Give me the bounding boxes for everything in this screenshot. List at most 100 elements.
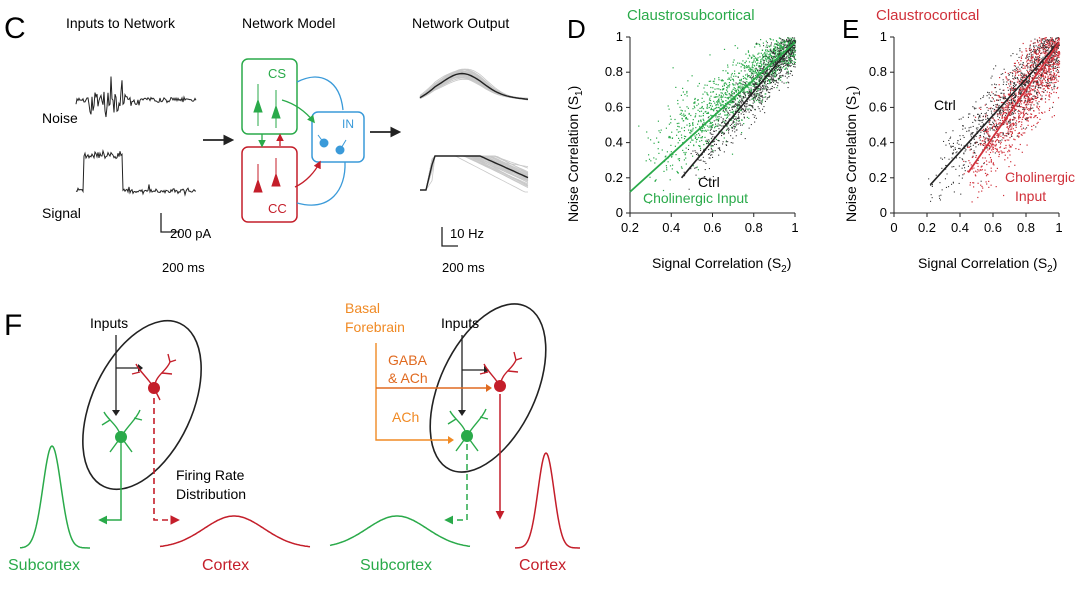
scatter-point — [1006, 105, 1008, 107]
scatter-point — [672, 153, 674, 156]
scatter-point — [772, 70, 774, 72]
scatter-point — [780, 64, 782, 66]
scatter-point — [684, 114, 686, 116]
scatter-point — [1056, 63, 1058, 65]
scatter-point — [988, 92, 990, 94]
scatter-point — [1018, 96, 1020, 98]
scatter-point — [1027, 124, 1029, 126]
scatter-point — [990, 161, 992, 163]
scatter-point — [674, 118, 676, 121]
scatter-point — [756, 93, 758, 95]
scatter-point — [738, 119, 740, 122]
scatter-point — [776, 69, 778, 71]
scatter-point — [989, 127, 991, 129]
scatter-point — [1024, 95, 1026, 97]
scatter-point — [756, 94, 758, 96]
scatter-point — [1015, 126, 1017, 128]
scatter-point — [977, 113, 979, 115]
scatter-point — [1040, 76, 1042, 78]
scatter-point — [985, 160, 988, 162]
scatter-point — [715, 123, 717, 125]
scatter-point — [779, 56, 781, 58]
scatter-point — [1024, 85, 1026, 87]
scatter-point — [1007, 130, 1009, 132]
panel-e-treat-label-1: Cholinergic — [1005, 169, 1075, 185]
scatter-point — [696, 166, 698, 168]
scatter-point — [748, 108, 750, 110]
scatter-point — [978, 123, 980, 125]
pa-scale-label: 200 pA — [170, 226, 212, 241]
scatter-point — [1056, 79, 1058, 81]
scatter-point — [688, 188, 690, 190]
scatter-point — [974, 174, 976, 176]
scatter-point — [1012, 97, 1014, 99]
scatter-point — [1058, 51, 1060, 53]
scatter-point — [700, 119, 702, 121]
scatter-point — [1057, 40, 1059, 42]
scatter-point — [699, 159, 701, 161]
gaba-terminal — [486, 384, 492, 392]
scatter-point — [788, 63, 790, 65]
scatter-point — [1048, 94, 1050, 96]
scatter-point — [769, 51, 771, 53]
scatter-point — [1059, 53, 1061, 55]
scatter-point — [712, 151, 714, 153]
scatter-point — [686, 118, 688, 120]
scatter-point — [734, 99, 736, 101]
scatter-point — [1032, 89, 1034, 91]
scatter-point — [1042, 74, 1044, 76]
scatter-point — [732, 106, 734, 108]
scatter-point — [982, 115, 984, 117]
scatter-point — [756, 42, 758, 44]
scatter-point — [647, 137, 649, 139]
scatter-point — [734, 118, 736, 120]
panel-f-letter: F — [4, 309, 22, 342]
scatter-point — [765, 49, 767, 51]
scatter-point — [747, 57, 749, 59]
scatter-point — [1042, 48, 1044, 50]
scatter-point — [772, 78, 774, 80]
scatter-point — [997, 135, 999, 137]
scatter-point — [701, 136, 703, 138]
scatter-point — [968, 127, 970, 129]
scatter-point — [980, 131, 982, 133]
scatter-point — [721, 121, 723, 123]
scatter-point — [772, 51, 774, 53]
scatter-point — [1009, 126, 1011, 128]
scatter-point — [757, 62, 759, 64]
scatter-point — [1051, 37, 1053, 39]
scatter-point — [1032, 101, 1034, 103]
scatter-point — [740, 83, 742, 85]
scatter-point — [788, 82, 790, 84]
scatter-point — [749, 92, 751, 94]
scatter-point — [770, 38, 772, 41]
scatter-point — [688, 113, 690, 115]
scatter-point — [1015, 109, 1017, 111]
scatter-point — [973, 137, 975, 139]
scatter-point — [1016, 135, 1018, 137]
scatter-point — [694, 115, 697, 117]
scatter-point — [763, 106, 765, 108]
scatter-point — [729, 96, 731, 98]
scatter-point — [1039, 65, 1041, 67]
scatter-point — [762, 88, 764, 90]
scatter-point — [725, 108, 727, 110]
scatter-point — [1057, 86, 1059, 89]
scatter-point — [758, 108, 760, 110]
scatter-point — [1020, 79, 1022, 81]
scatter-point — [765, 55, 767, 57]
scatter-point — [1036, 56, 1038, 58]
scatter-point — [1051, 39, 1053, 41]
scatter-point — [754, 95, 756, 97]
scatter-point — [997, 107, 999, 109]
scatter-point — [722, 110, 724, 112]
scatter-point — [1014, 85, 1016, 87]
scatter-point — [980, 112, 982, 114]
scatter-point — [768, 79, 770, 81]
scatter-point — [1025, 82, 1027, 84]
scatter-point — [999, 146, 1002, 148]
scatter-point — [1043, 77, 1045, 79]
scatter-point — [1038, 109, 1040, 111]
scatter-point — [1041, 84, 1043, 86]
scatter-point — [778, 54, 780, 56]
